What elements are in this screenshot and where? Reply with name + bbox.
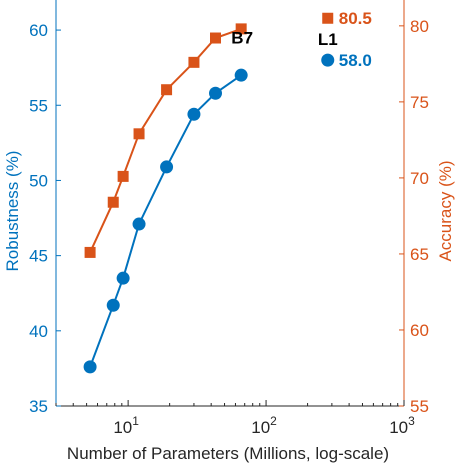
highlight-accuracy-label: 80.5 (339, 9, 372, 28)
y-left-tick-label: 35 (29, 397, 48, 416)
robustness-point (106, 298, 120, 312)
y-right-tick-label: 75 (410, 93, 429, 112)
robustness-point (160, 160, 174, 174)
y-left-tick-label: 50 (29, 171, 48, 190)
robustness-point (187, 107, 201, 121)
series-layer (83, 23, 248, 374)
robustness-point (209, 86, 223, 100)
accuracy-point (117, 170, 129, 182)
highlight-robustness-label: 58.0 (339, 51, 372, 70)
y-left-tick-label: 45 (29, 247, 48, 266)
accuracy-point (133, 128, 145, 140)
robustness-point (83, 360, 97, 374)
accuracy-point (107, 196, 119, 208)
accuracy-point (210, 32, 222, 44)
accuracy-point (161, 84, 173, 96)
y-right-tick-label: 55 (410, 397, 429, 416)
y-right-tick-label: 60 (410, 321, 429, 340)
annotation-layer: 80.5 58.0L1 B7 (231, 9, 372, 70)
model-annotation-label: B7 (231, 29, 253, 48)
accuracy-point (84, 246, 96, 258)
highlight-model-label: L1 (318, 30, 338, 49)
highlight-accuracy-point (322, 12, 334, 24)
y-right-tick-label: 65 (410, 245, 429, 264)
y-axis-left-title: Robustness (%) (3, 151, 22, 272)
robustness-point (132, 217, 146, 231)
accuracy-point (188, 56, 200, 68)
y-left-tick-label: 60 (29, 21, 48, 40)
x-axis-title: Number of Parameters (Millions, log-scal… (67, 444, 389, 463)
y-right-tick-label: 70 (410, 169, 429, 188)
robustness-point (234, 68, 248, 82)
accuracy-point (235, 23, 247, 35)
y-left-tick-label: 40 (29, 322, 48, 341)
y-left-tick-label: 55 (29, 96, 48, 115)
robustness-point (116, 271, 130, 285)
highlight-robustness-point (321, 53, 335, 67)
y-axis-right-title: Accuracy (%) (436, 160, 455, 261)
y-right-tick-label: 80 (410, 17, 429, 36)
